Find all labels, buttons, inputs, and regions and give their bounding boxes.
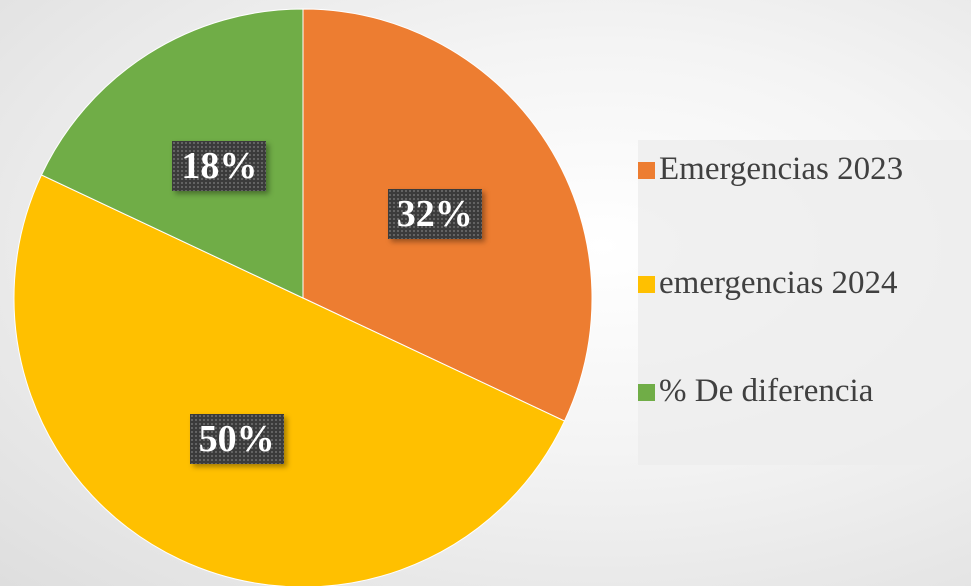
- pie-slice-diferencia: [40, 8, 304, 299]
- legend-item-diferencia: % De diferencia: [638, 372, 959, 410]
- pie-slice-emergencias-2024: [13, 174, 566, 586]
- legend-swatch-emergencias-2024: [638, 276, 655, 293]
- legend-item-emergencias-2023: Emergencias 2023: [638, 150, 959, 188]
- legend-label-emergencias-2024: emergencias 2024: [659, 265, 898, 301]
- chart-legend: Emergencias 2023 emergencias 2024 % De d…: [638, 140, 971, 465]
- legend-swatch-emergencias-2023: [638, 162, 655, 179]
- legend-label-diferencia: % De diferencia: [659, 373, 874, 409]
- legend-swatch-diferencia: [638, 384, 655, 401]
- data-label-diferencia: 18%: [172, 141, 267, 192]
- data-label-emergencias-2024: 50%: [189, 414, 284, 465]
- data-label-emergencias-2023: 32%: [387, 189, 482, 240]
- legend-item-emergencias-2024: emergencias 2024: [638, 264, 959, 302]
- legend-label-emergencias-2023: Emergencias 2023: [659, 151, 904, 187]
